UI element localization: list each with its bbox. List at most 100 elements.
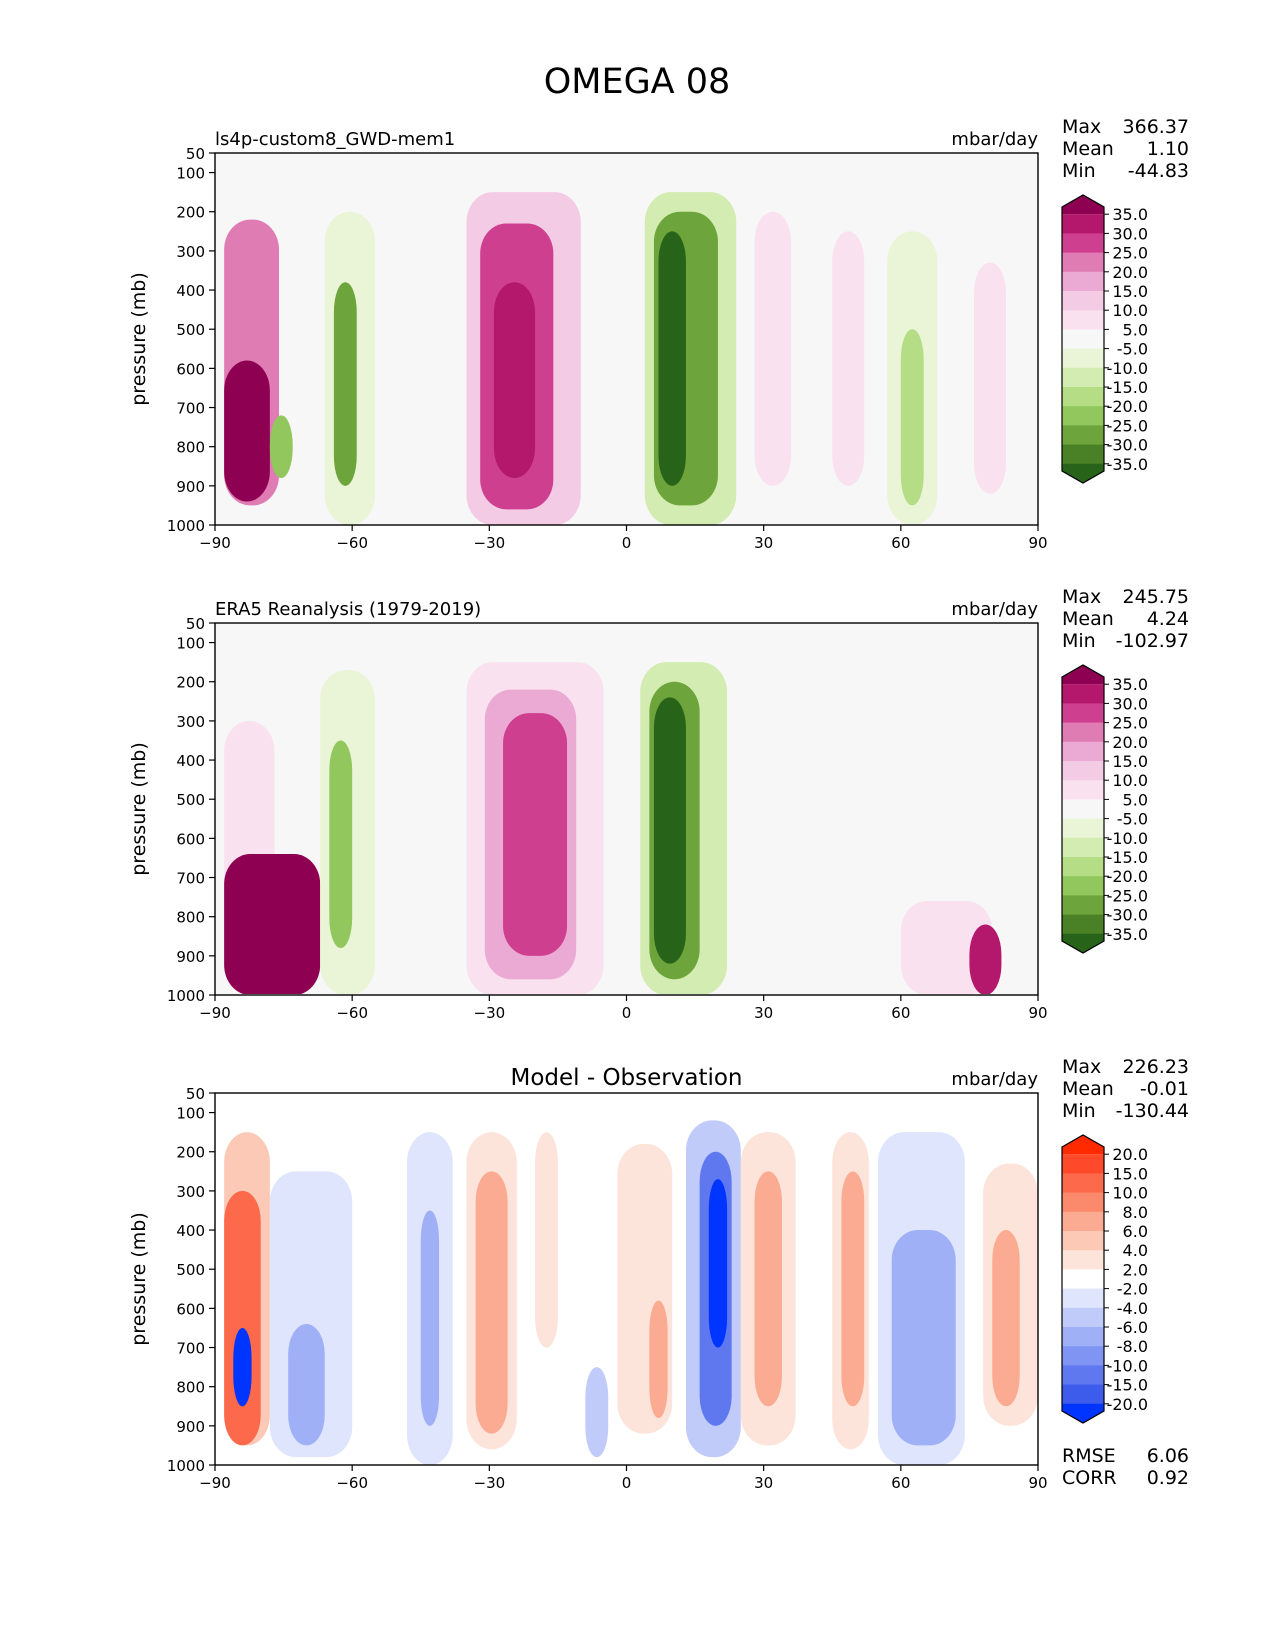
colorbar-swatch xyxy=(1062,1250,1104,1270)
panel-units: mbar/day xyxy=(951,129,1038,150)
colorbar-label: -4.0 xyxy=(1117,1299,1148,1318)
colorbar-label: 20.0 xyxy=(1112,1145,1148,1164)
contour-region xyxy=(535,1132,558,1348)
x-tick-label: −60 xyxy=(336,534,368,552)
y-tick-label: 100 xyxy=(176,1105,205,1123)
y-tick-label: 400 xyxy=(176,1222,205,1240)
colorbar-swatch xyxy=(1062,914,1104,935)
colorbar-swatch xyxy=(1062,665,1104,685)
contour-region xyxy=(891,1230,956,1446)
colorbar-label: 35.0 xyxy=(1112,205,1148,224)
colorbar-swatch xyxy=(1062,1154,1104,1174)
colorbar-label: -8.0 xyxy=(1117,1337,1148,1356)
colorbar-label: 15.0 xyxy=(1112,1164,1148,1183)
colorbar: 35.030.025.020.015.010.05.0-5.0-10.0-15.… xyxy=(1061,664,1148,954)
stat-value: 366.37 xyxy=(1123,116,1189,138)
y-tick-label: 900 xyxy=(176,948,205,966)
colorbar-swatch xyxy=(1062,1231,1104,1251)
contour-region xyxy=(900,329,924,506)
colorbar-label: -35.0 xyxy=(1107,925,1148,944)
x-tick-label: 0 xyxy=(622,1474,632,1492)
colorbar-label: 15.0 xyxy=(1112,752,1148,771)
colorbar-label: -2.0 xyxy=(1117,1280,1148,1299)
y-tick-label: 50 xyxy=(186,145,205,163)
y-tick-label: 500 xyxy=(176,1261,205,1279)
y-tick-label: 200 xyxy=(176,674,205,692)
colorbar-label: -30.0 xyxy=(1107,906,1148,925)
contour-region xyxy=(420,1210,440,1426)
contour-region xyxy=(224,854,321,994)
panel-units: mbar/day xyxy=(951,1069,1038,1090)
colorbar-label: -20.0 xyxy=(1107,1395,1148,1414)
colorbar-swatch xyxy=(1062,837,1104,858)
y-tick-label: 400 xyxy=(176,282,205,300)
stat-label: Mean xyxy=(1062,138,1114,160)
colorbar-swatch xyxy=(1062,1307,1104,1328)
colorbar-swatch xyxy=(1062,818,1104,839)
panel-left-label: ERA5 Reanalysis (1979-2019) xyxy=(215,599,481,620)
contour-region xyxy=(475,1171,508,1434)
x-tick-label: −30 xyxy=(474,1004,506,1022)
colorbar-swatch xyxy=(1062,857,1104,877)
x-tick-label: 90 xyxy=(1028,534,1047,552)
colorbar-swatch xyxy=(1062,329,1104,350)
stat-value: 1.10 xyxy=(1147,138,1189,160)
x-tick-label: 0 xyxy=(622,534,632,552)
y-tick-label: 600 xyxy=(176,360,205,378)
y-tick-label: 700 xyxy=(176,1340,205,1358)
contour-region xyxy=(493,282,536,479)
contour-region xyxy=(708,1179,728,1348)
colorbar: 35.030.025.020.015.010.05.0-5.0-10.0-15.… xyxy=(1061,194,1148,484)
colorbar-label: -15.0 xyxy=(1107,848,1148,867)
y-tick-label: 50 xyxy=(186,1085,205,1103)
colorbar-swatch xyxy=(1062,799,1104,820)
colorbar-swatch xyxy=(1062,1288,1104,1309)
x-tick-label: 90 xyxy=(1028,1474,1047,1492)
contour-region xyxy=(224,360,270,502)
contour-region xyxy=(329,740,353,949)
stat-value: -102.97 xyxy=(1116,630,1189,652)
contour-region xyxy=(754,1171,782,1407)
colorbar-swatch xyxy=(1062,761,1104,781)
colorbar-label: 35.0 xyxy=(1112,675,1148,694)
x-tick-label: 90 xyxy=(1028,1004,1047,1022)
contour-region xyxy=(233,1327,252,1407)
colorbar-swatch xyxy=(1062,444,1104,465)
x-tick-label: 60 xyxy=(891,1004,910,1022)
extra-stat-label: RMSE xyxy=(1062,1445,1116,1467)
contour-region xyxy=(841,1171,865,1407)
contour-region xyxy=(973,262,1006,494)
x-tick-label: −60 xyxy=(336,1474,368,1492)
colorbar-swatch xyxy=(1062,367,1104,388)
colorbar-swatch xyxy=(1062,214,1104,234)
colorbar-label: 30.0 xyxy=(1112,224,1148,243)
figure-title: OMEGA 08 xyxy=(544,62,731,102)
y-tick-label: 100 xyxy=(176,165,205,183)
colorbar-swatch xyxy=(1062,233,1104,254)
colorbar-label: 25.0 xyxy=(1112,714,1148,733)
colorbar-label: 20.0 xyxy=(1112,263,1148,282)
colorbar-label: 10.0 xyxy=(1112,1184,1148,1203)
colorbar-label: -30.0 xyxy=(1107,436,1148,455)
y-tick-label: 100 xyxy=(176,635,205,653)
y-tick-label: 200 xyxy=(176,204,205,222)
stat-value: -0.01 xyxy=(1140,1078,1189,1100)
colorbar-swatch xyxy=(1062,1192,1104,1213)
colorbar-label: 10.0 xyxy=(1112,771,1148,790)
colorbar-label: -10.0 xyxy=(1107,829,1148,848)
contour-region xyxy=(333,282,357,486)
y-tick-label: 600 xyxy=(176,1300,205,1318)
x-tick-label: −60 xyxy=(336,1004,368,1022)
colorbar-label: -5.0 xyxy=(1117,810,1148,829)
x-tick-label: 30 xyxy=(754,1474,773,1492)
contour-region xyxy=(224,1190,261,1446)
colorbar-swatch xyxy=(1062,895,1104,916)
colorbar-swatch xyxy=(1062,684,1104,704)
colorbar-swatch xyxy=(1062,310,1104,330)
colorbar-swatch xyxy=(1062,387,1104,407)
stat-value: 4.24 xyxy=(1147,608,1189,630)
x-tick-label: 30 xyxy=(754,1004,773,1022)
